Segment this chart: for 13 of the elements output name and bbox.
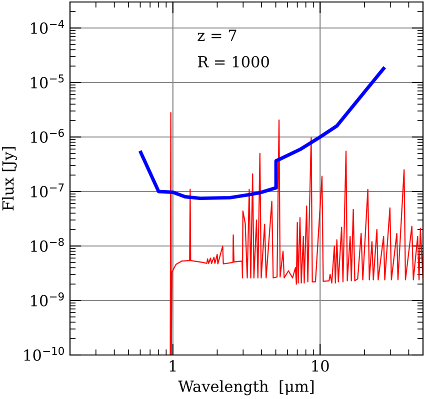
x-axis-title: Wavelength [μm] [178, 380, 314, 396]
y-tick-label: 10$^{−10}$ [24, 346, 64, 361]
annotation: R = 1000 [198, 56, 269, 68]
annotation: z = 7 [198, 30, 236, 41]
y-axis-title: Flux [Jy] [2, 147, 17, 210]
y-tick-label: 10$^{−5}$ [31, 74, 64, 88]
y-tick-label: 10$^{−6}$ [31, 128, 64, 143]
y-tick-label: 10$^{−9}$ [31, 292, 64, 306]
y-tick-label: 10$^{−7}$ [31, 184, 64, 198]
y-tick-label: 10$^{−4}$ [31, 20, 64, 34]
y-tick-label: 10$^{−8}$ [31, 238, 64, 252]
x-tick-label: 10 [312, 360, 329, 372]
x-tick-label: 1 [170, 360, 176, 372]
